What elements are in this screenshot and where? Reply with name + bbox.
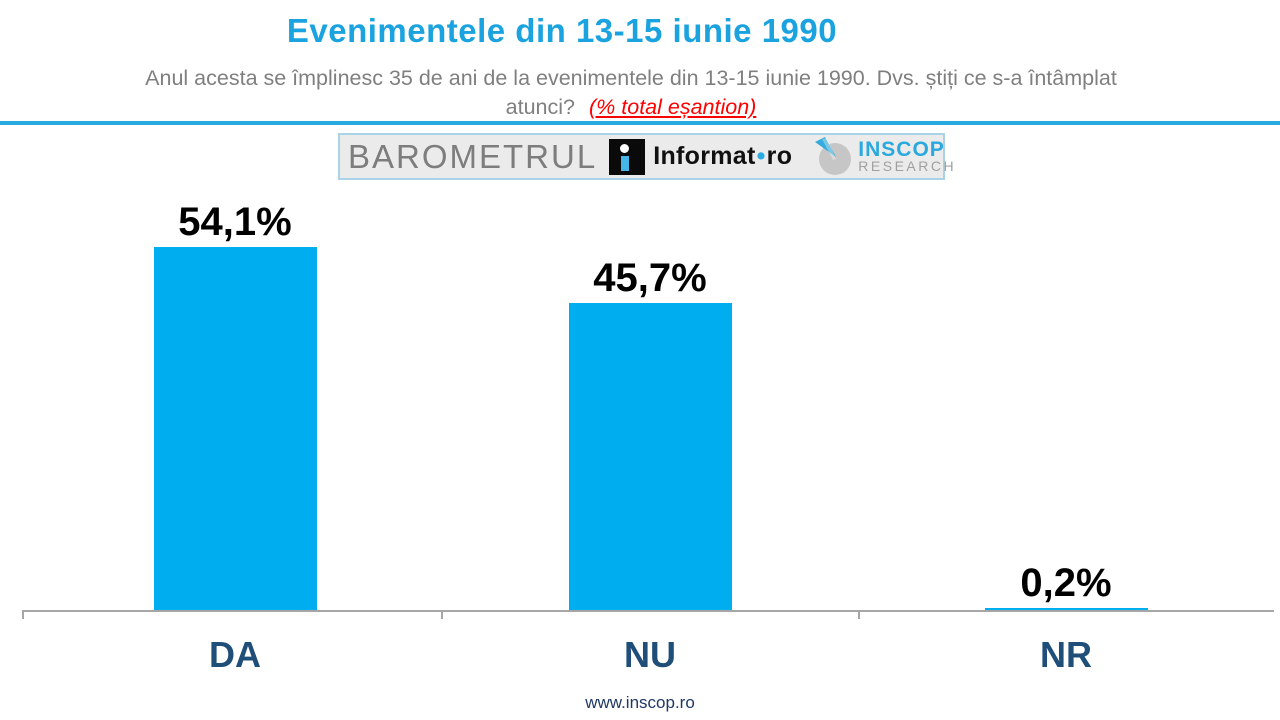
x-axis-tick [441,610,443,619]
informat-i-icon [609,138,646,175]
inscop-logo-text: INSCOP RESEARCH [858,138,957,174]
bar-nu [568,303,732,610]
value-label-nr: 0,2% [1020,561,1112,605]
x-axis-line [22,610,1274,612]
inscop-research-label: RESEARCH [858,158,957,174]
informat-dot-separator: • [756,142,766,170]
x-axis-tick [858,610,860,619]
sample-note: (% total eșantion) [589,95,757,119]
category-label-nr: NR [1040,634,1092,675]
bar-nr [984,608,1148,610]
page-title: Evenimentele din 13-15 iunie 1990 [286,12,838,49]
category-label-da: DA [209,634,261,675]
subtitle-line1: Anul acesta se împlinesc 35 de ani de la… [145,66,1117,90]
x-axis-tick [22,610,24,619]
inscop-clock-icon [815,136,852,175]
informat-tld: ro [766,142,793,170]
logo-banner: BAROMETRUL Informat•ro INSCOP RESEARCH [338,133,954,180]
category-label-nu: NU [624,634,676,675]
inscop-name: INSCOP [858,138,945,161]
header-divider-line [0,121,1280,125]
inscop-research-logo: INSCOP RESEARCH [814,136,956,178]
barometrul-logo-text: BAROMETRUL [348,137,598,175]
chart-subtitle: Anul acesta se împlinesc 35 de ani de la… [0,64,1262,122]
value-label-da: 54,1% [178,199,292,244]
subtitle-line2: atunci? [505,95,576,119]
informat-logo-text: Informat•ro [653,142,792,171]
footer-website-link: www.inscop.ro [585,693,695,712]
informat-ro-logo: Informat•ro [609,138,792,175]
informat-i-dot [620,143,630,153]
bar-da [153,246,317,610]
value-label-nu: 45,7% [593,256,707,301]
informat-name: Informat [653,142,756,170]
informat-i-stem [621,155,630,171]
